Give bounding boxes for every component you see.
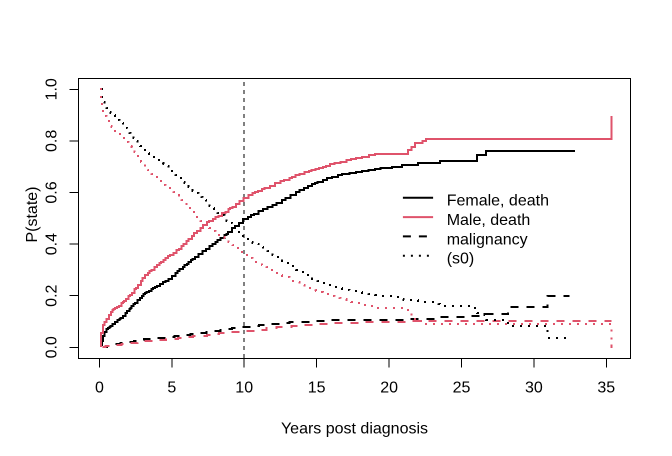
svg-text:10: 10 (235, 379, 253, 396)
svg-text:0.2: 0.2 (44, 284, 61, 306)
svg-text:25: 25 (453, 379, 471, 396)
svg-text:0.0: 0.0 (44, 336, 61, 358)
svg-text:Years post diagnosis: Years post diagnosis (281, 421, 428, 438)
svg-text:1.0: 1.0 (44, 78, 61, 100)
svg-text:0.6: 0.6 (44, 181, 61, 203)
svg-text:P(state): P(state) (24, 186, 41, 242)
svg-text:30: 30 (525, 379, 543, 396)
svg-text:Male, death: Male, death (447, 212, 531, 229)
svg-text:15: 15 (308, 379, 326, 396)
svg-text:20: 20 (380, 379, 398, 396)
svg-text:malignancy: malignancy (447, 231, 528, 248)
svg-text:5: 5 (167, 379, 176, 396)
svg-text:0.8: 0.8 (44, 130, 61, 152)
svg-text:35: 35 (597, 379, 615, 396)
svg-text:(s0): (s0) (447, 251, 475, 268)
svg-text:0.4: 0.4 (44, 233, 61, 255)
svg-text:Female, death: Female, death (447, 193, 549, 210)
svg-text:0: 0 (95, 379, 104, 396)
